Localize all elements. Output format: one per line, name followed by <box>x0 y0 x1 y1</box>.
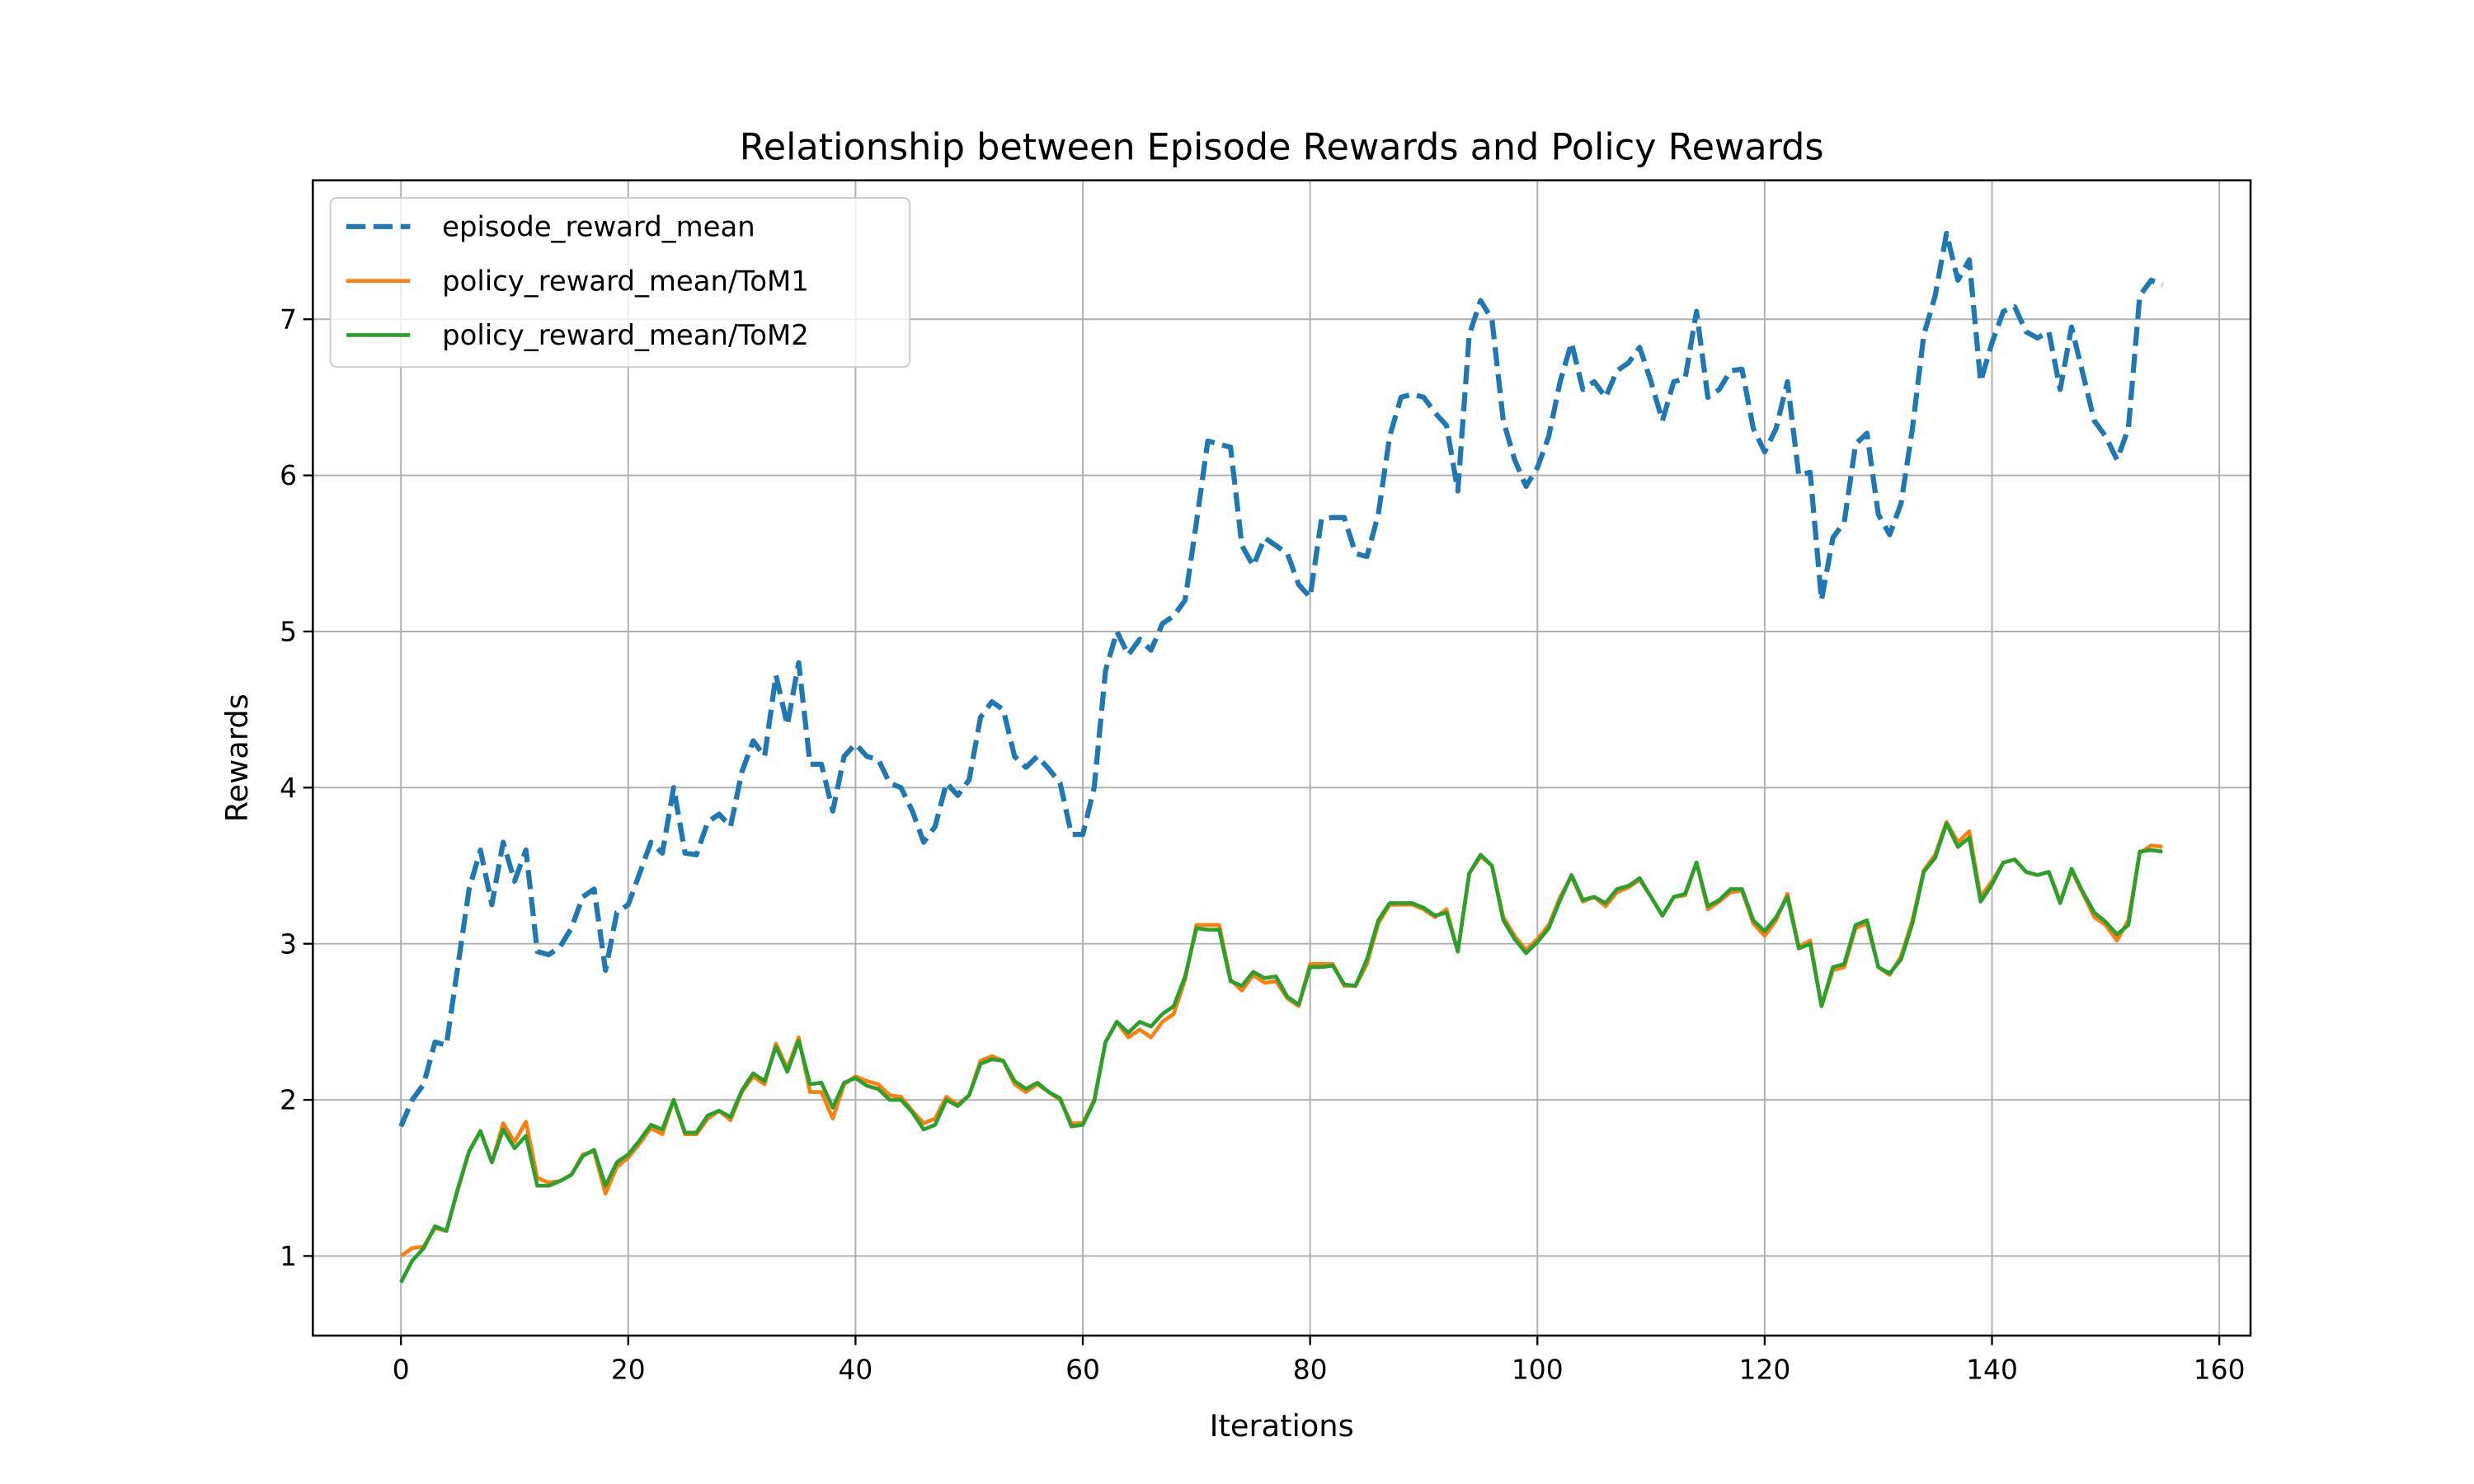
x-tick-label: 140 <box>1966 1353 2018 1385</box>
ticks: 0 20 40 60 80 100 120 140 160 1 2 3 4 5 6 7 <box>280 303 2245 1385</box>
y-tick-label: 2 <box>280 1084 297 1116</box>
x-tick-label: 100 <box>1512 1353 1564 1385</box>
legend-label: episode_reward_mean <box>442 210 755 242</box>
x-tick-label: 120 <box>1738 1353 1790 1385</box>
y-tick-label: 7 <box>280 303 297 336</box>
x-tick-label: 20 <box>611 1353 646 1385</box>
x-tick-label: 160 <box>2194 1353 2246 1385</box>
legend-label: policy_reward_mean/ToM1 <box>442 265 809 297</box>
x-tick-label: 40 <box>838 1353 872 1385</box>
legend-label: policy_reward_mean/ToM2 <box>442 319 809 351</box>
y-axis-label: Rewards <box>219 693 255 822</box>
series-line <box>398 230 2164 1128</box>
plot-lines <box>398 230 2164 1284</box>
x-tick-label: 60 <box>1065 1353 1100 1385</box>
x-axis-label: Iterations <box>1210 1408 1354 1444</box>
axes-frame <box>312 179 2252 1337</box>
grid <box>313 180 2251 1336</box>
y-tick-label: 6 <box>280 459 297 491</box>
y-tick-label: 1 <box>280 1240 297 1272</box>
y-tick-label: 3 <box>280 928 297 960</box>
x-tick-label: 80 <box>1293 1353 1328 1385</box>
legend-box <box>329 197 911 369</box>
x-tick-label: 0 <box>393 1353 410 1385</box>
y-tick-label: 5 <box>280 616 297 648</box>
chart-title: Relationship between Episode Rewards and… <box>740 127 1824 169</box>
series-line <box>399 821 2163 1284</box>
y-tick-label: 4 <box>280 772 297 804</box>
legend: episode_reward_mean policy_reward_mean/To… <box>329 197 911 369</box>
